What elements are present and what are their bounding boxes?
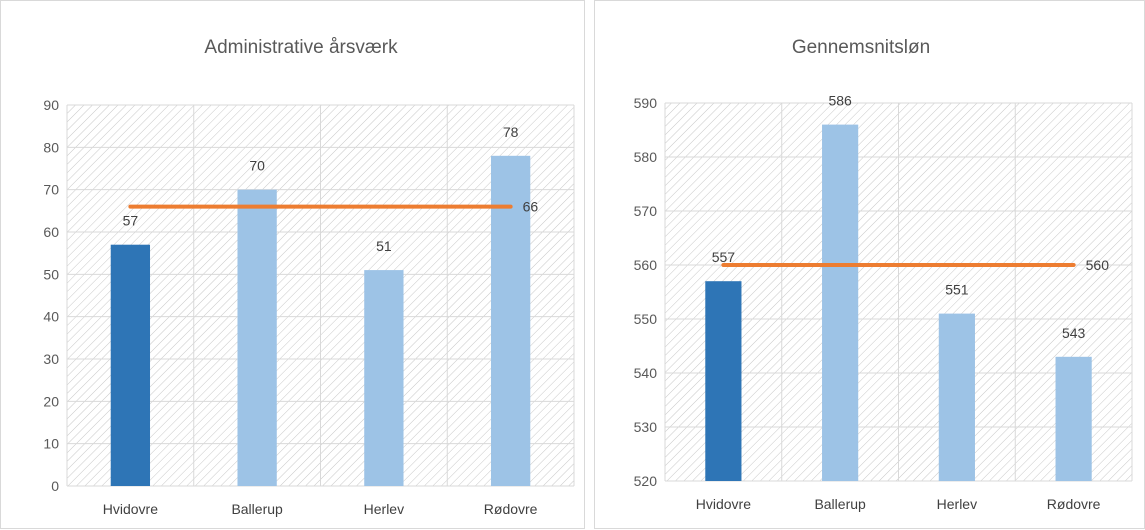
chart-title: Gennemsnitsløn — [792, 37, 930, 58]
y-tick-label: 60 — [43, 224, 59, 240]
x-tick-label: Hvidovre — [103, 501, 158, 517]
chart-panel-gennemsnitsloen: Gennemsnitsløn 520 530 540 550 560 570 580 590 55… — [594, 0, 1145, 529]
average-line-label: 560 — [1086, 257, 1110, 273]
data-label: 586 — [828, 93, 852, 109]
bar-hvidovre — [705, 281, 742, 481]
data-label: 70 — [249, 158, 265, 174]
data-label: 78 — [503, 124, 519, 140]
data-label: 557 — [712, 249, 736, 265]
chart-svg-administrative-aarsvaerk: Administrative årsværk 0 10 20 30 40 50 60 70 80 9… — [43, 37, 575, 517]
x-tick-label: Ballerup — [814, 496, 866, 512]
bar-rødovre — [1055, 356, 1092, 481]
y-tick-label: 560 — [634, 257, 658, 273]
y-tick-label: 30 — [43, 351, 59, 367]
bar-ballerup — [237, 189, 277, 486]
average-line-label: 66 — [523, 199, 539, 215]
data-label: 57 — [123, 213, 139, 229]
chart-panel-administrative-aarsvaerk: Administrative årsværk 0 10 20 30 40 50 60 70 80 9… — [0, 0, 585, 529]
y-tick-label: 70 — [43, 182, 59, 198]
chart-title: Administrative årsværk — [204, 37, 398, 58]
y-tick-label: 40 — [43, 309, 59, 325]
x-tick-label: Rødovre — [1047, 496, 1101, 512]
data-label: 51 — [376, 238, 392, 254]
x-tick-label: Herlev — [937, 496, 977, 512]
y-tick-label: 90 — [43, 97, 59, 113]
bar-hvidovre — [110, 244, 151, 486]
y-tick-label: 520 — [634, 473, 658, 489]
bar-herlev — [364, 270, 404, 486]
y-tick-label: 590 — [634, 95, 658, 111]
x-tick-label: Ballerup — [231, 501, 283, 517]
y-tick-label: 550 — [634, 311, 658, 327]
y-tick-label: 10 — [43, 436, 59, 452]
x-tick-label: Rødovre — [484, 501, 538, 517]
y-tick-label: 0 — [51, 478, 59, 494]
y-tick-label: 540 — [634, 365, 658, 381]
y-tick-label: 530 — [634, 419, 658, 435]
bar-herlev — [938, 313, 975, 481]
y-tick-label: 580 — [634, 149, 658, 165]
y-tick-label: 50 — [43, 266, 59, 282]
chart-svg-gennemsnitsloen: Gennemsnitsløn 520 530 540 550 560 570 580 590 55… — [634, 37, 1133, 512]
y-tick-label: 570 — [634, 203, 658, 219]
data-label: 543 — [1062, 325, 1086, 341]
x-tick-label: Hvidovre — [696, 496, 751, 512]
bar-rødovre — [490, 155, 531, 487]
y-tick-label: 80 — [43, 139, 59, 155]
data-label: 551 — [945, 282, 969, 298]
bar-ballerup — [822, 124, 859, 481]
x-tick-label: Herlev — [364, 501, 404, 517]
y-tick-label: 20 — [43, 393, 59, 409]
